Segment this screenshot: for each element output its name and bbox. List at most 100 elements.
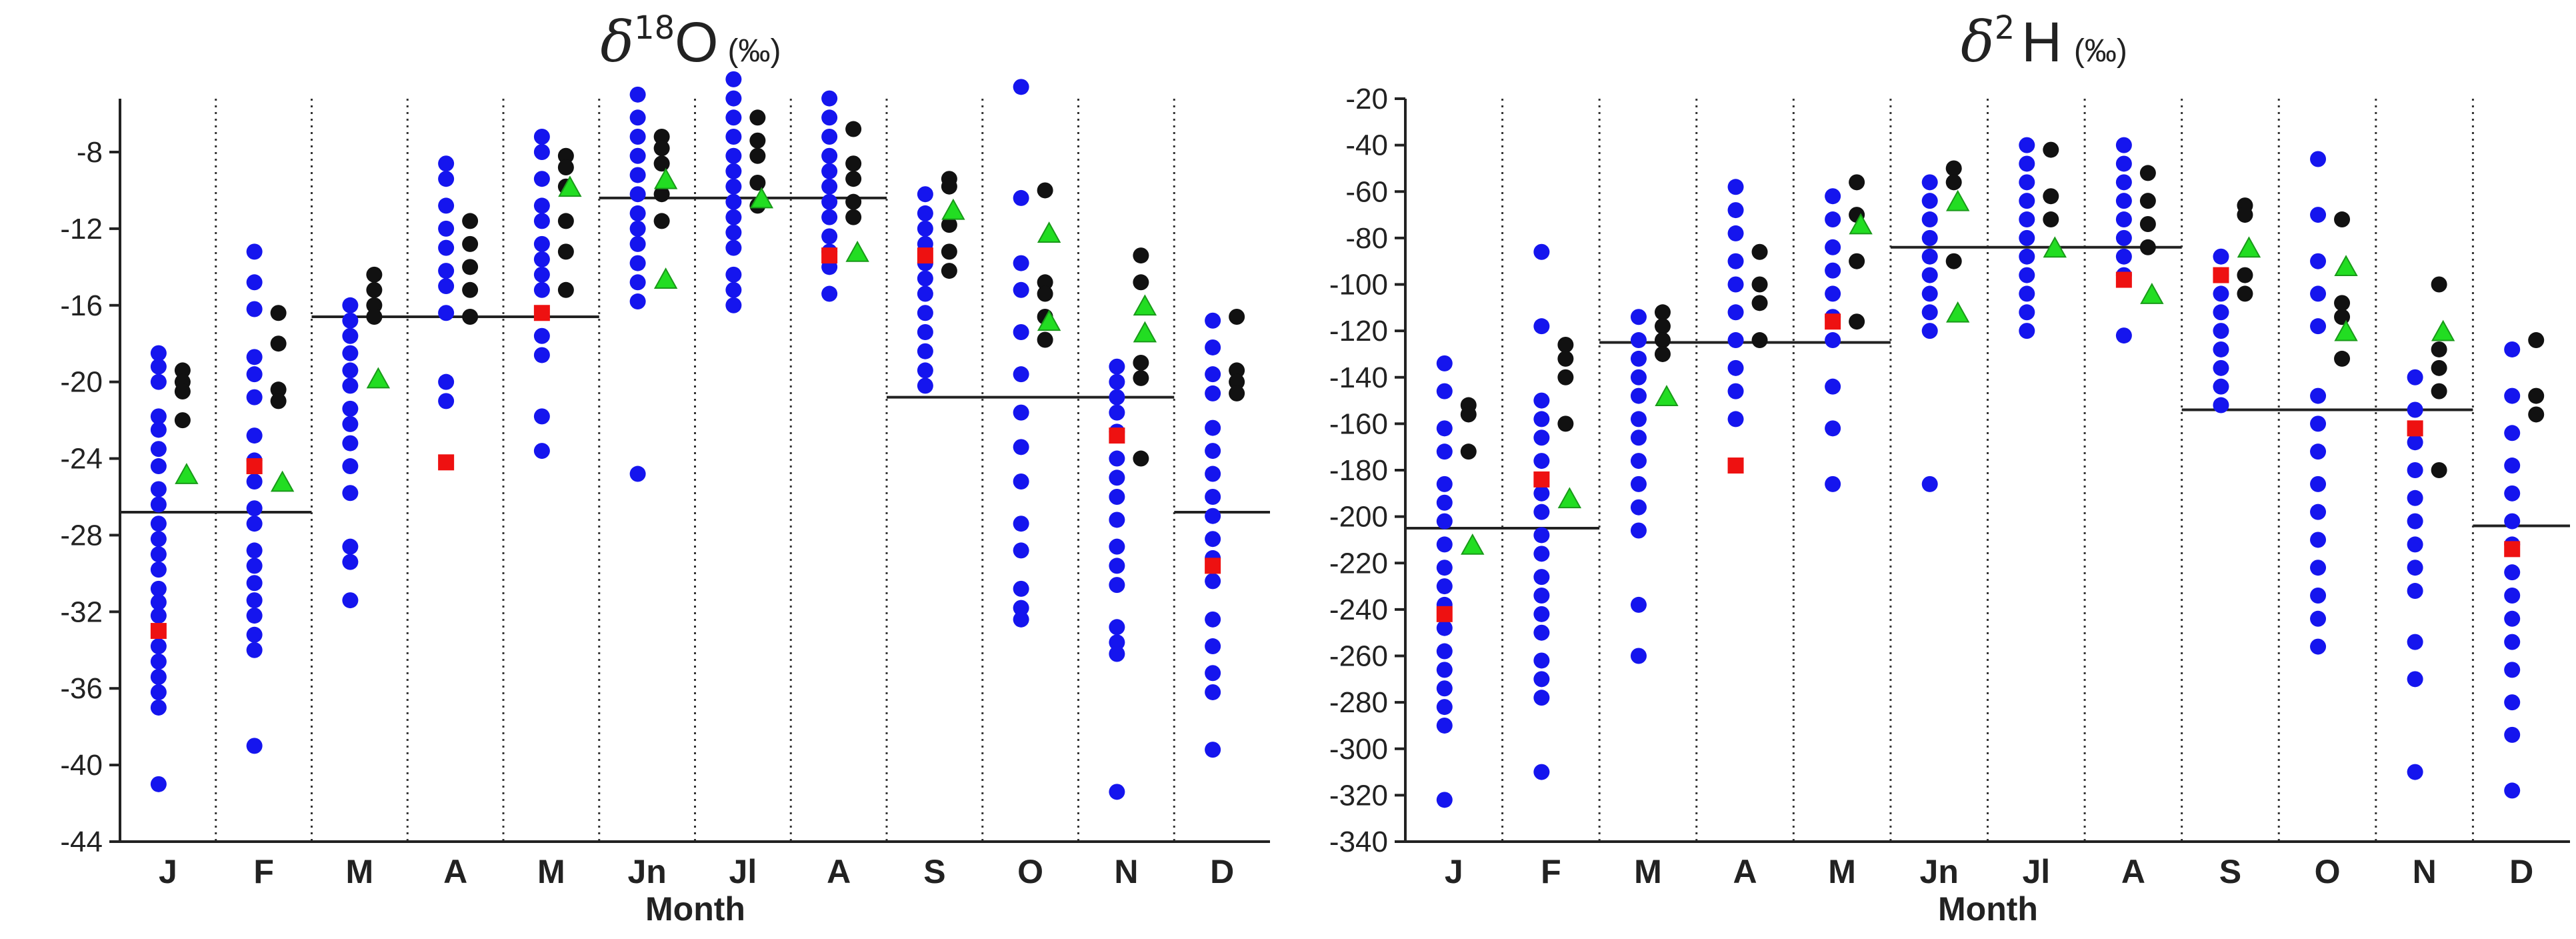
blue-circle-point xyxy=(1533,690,1550,706)
black-circle-point xyxy=(1557,337,1574,353)
blue-circle-point xyxy=(2115,174,2132,191)
blue-circle-point xyxy=(1436,662,1453,678)
blue-circle-point xyxy=(2504,782,2521,799)
chart-d18o-title: δ18O (‰) xyxy=(601,9,781,75)
blue-circle-point xyxy=(2213,378,2229,395)
data-points xyxy=(1436,137,2545,808)
green-triangle-point xyxy=(2140,282,2164,304)
black-circle-point xyxy=(1133,247,1149,264)
blue-circle-point xyxy=(533,235,550,252)
black-circle-point xyxy=(462,281,479,298)
blue-circle-point xyxy=(1013,600,1029,616)
black-circle-point xyxy=(2334,211,2351,228)
green-triangle-point xyxy=(270,470,295,492)
black-circle-point xyxy=(653,129,670,145)
y-tick-label: -100 xyxy=(1329,269,1388,301)
y-tick-label: -80 xyxy=(1345,222,1388,255)
black-circle-point xyxy=(1229,309,1245,325)
month-label: M xyxy=(1634,853,1662,890)
blue-circle-point xyxy=(821,163,838,179)
blue-circle-point xyxy=(342,415,359,432)
blue-circle-point xyxy=(725,297,742,313)
blue-circle-point xyxy=(342,400,359,417)
blue-circle-point xyxy=(2504,610,2521,627)
black-circle-point xyxy=(2334,295,2351,311)
blue-circle-point xyxy=(2310,415,2327,432)
blue-circle-point xyxy=(1533,569,1550,586)
blue-circle-point xyxy=(1921,476,1938,492)
green-triangle-point xyxy=(1461,533,1485,555)
black-circle-point xyxy=(845,121,862,137)
month-label: S xyxy=(923,853,945,890)
black-circle-point xyxy=(1557,350,1574,367)
blue-circle-point xyxy=(2019,211,2035,228)
green-triangle-point xyxy=(845,240,869,262)
blue-circle-point xyxy=(821,228,838,245)
blue-circle-point xyxy=(821,209,838,225)
y-tick-label: -40 xyxy=(1345,129,1388,162)
blue-circle-point xyxy=(533,443,550,459)
blue-circle-point xyxy=(1630,411,1647,427)
blue-circle-point xyxy=(1013,255,1029,271)
blue-circle-point xyxy=(533,144,550,160)
month-label: O xyxy=(1017,853,1043,890)
y-tick-label: -8 xyxy=(77,136,103,169)
blue-circle-point xyxy=(533,347,550,363)
blue-circle-point xyxy=(246,389,263,405)
blue-circle-point xyxy=(150,516,167,532)
y-tick-label: -300 xyxy=(1329,733,1388,766)
blue-circle-point xyxy=(2310,638,2327,655)
blue-circle-point xyxy=(2019,304,2035,321)
blue-circle-point xyxy=(1825,285,1841,302)
black-circle-point xyxy=(2334,350,2351,367)
blue-circle-point xyxy=(1436,620,1453,636)
black-circle-point xyxy=(845,193,862,210)
month-label: Jn xyxy=(1920,853,1959,890)
black-circle-point xyxy=(1654,345,1671,362)
blue-circle-point xyxy=(1921,267,1938,283)
blue-circle-point xyxy=(917,205,933,221)
black-circle-point xyxy=(2528,387,2545,404)
red-square-point xyxy=(1109,427,1125,444)
black-circle-point xyxy=(557,159,574,175)
blue-circle-point xyxy=(438,239,455,256)
mean-lines xyxy=(120,196,1270,514)
y-tick-label: -120 xyxy=(1329,315,1388,347)
blue-circle-point xyxy=(2504,634,2521,650)
blue-circle-point xyxy=(533,171,550,187)
blue-circle-point xyxy=(1630,387,1647,404)
blue-circle-point xyxy=(246,558,263,574)
blue-circle-point xyxy=(629,147,646,164)
blue-circle-point xyxy=(1013,474,1029,490)
blue-circle-point xyxy=(2407,583,2423,600)
black-circle-point xyxy=(2139,193,2156,209)
y-tick-label: -36 xyxy=(60,672,103,705)
blue-circle-point xyxy=(1630,499,1647,516)
blue-circle-point xyxy=(1533,392,1550,409)
green-triangle-point xyxy=(175,463,199,484)
blue-circle-point xyxy=(1109,489,1125,505)
blue-circle-point xyxy=(917,362,933,379)
blue-circle-point xyxy=(2213,285,2229,302)
black-circle-point xyxy=(845,209,862,225)
black-circle-point xyxy=(557,147,574,164)
blue-circle-point xyxy=(1205,465,1221,482)
blue-circle-point xyxy=(629,86,646,103)
blue-circle-point xyxy=(1727,304,1744,321)
black-circle-point xyxy=(2431,341,2447,357)
blue-circle-point xyxy=(725,71,742,87)
y-tick-label: -24 xyxy=(60,443,103,476)
blue-circle-point xyxy=(1727,411,1744,427)
y-tick-label: -28 xyxy=(60,519,103,552)
blue-circle-point xyxy=(1533,429,1550,446)
y-tick-label: -180 xyxy=(1329,454,1388,487)
green-triangle-point xyxy=(2431,319,2455,341)
blue-circle-point xyxy=(1109,404,1125,421)
blue-circle-point xyxy=(438,278,455,295)
black-circle-point xyxy=(2139,239,2156,255)
blue-circle-point xyxy=(2407,560,2423,576)
red-square-point xyxy=(821,247,838,264)
blue-circle-point xyxy=(1825,378,1841,395)
blue-circle-point xyxy=(2115,137,2132,153)
green-triangle-point xyxy=(653,167,678,189)
